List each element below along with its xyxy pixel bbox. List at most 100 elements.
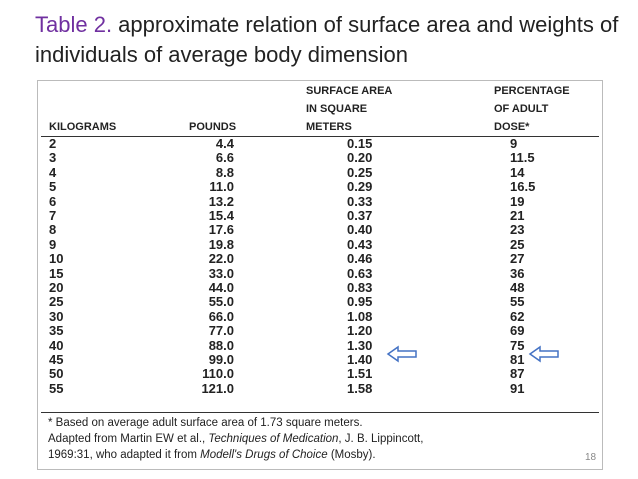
arrow bbox=[528, 345, 559, 363]
table-cell: 121.0 bbox=[201, 380, 234, 396]
table-cell: 4 bbox=[49, 164, 57, 180]
column-header: METERS bbox=[306, 121, 352, 133]
table-cell: 11.5 bbox=[510, 150, 535, 166]
footnote-text: Adapted from Martin EW et al., bbox=[48, 433, 209, 445]
table-cell: 0.83 bbox=[347, 280, 373, 295]
footnote: Adapted from Martin EW et al., Technique… bbox=[48, 433, 423, 445]
table-cell: 6.6 bbox=[215, 150, 234, 166]
table-cell: 33.0 bbox=[208, 265, 234, 281]
table-cell: 1.20 bbox=[347, 323, 373, 339]
table-cell: 69 bbox=[510, 323, 525, 339]
table-cell: 21 bbox=[510, 208, 525, 223]
table-cell: 20 bbox=[49, 280, 64, 295]
table-cell: 55.0 bbox=[208, 294, 234, 310]
table-cell: 8 bbox=[49, 222, 57, 238]
table-cell: 110.0 bbox=[202, 366, 234, 382]
footnote: * Based on average adult surface area of… bbox=[48, 417, 363, 429]
table-cell: 7 bbox=[49, 208, 57, 223]
table-cell: 3 bbox=[49, 150, 57, 166]
title-text: approximate relation of surface area and… bbox=[35, 12, 619, 67]
title: Table 2. approximate relation of surface… bbox=[35, 10, 625, 70]
table-cell: 4.4 bbox=[215, 136, 234, 151]
table-cell: 23 bbox=[510, 222, 525, 238]
table-cell: 48 bbox=[510, 280, 525, 295]
table-cell: 1.30 bbox=[347, 337, 373, 353]
table-cell: 10 bbox=[49, 251, 64, 267]
table-cell: 0.15 bbox=[347, 136, 373, 151]
table: KILOGRAMS POUNDS SURFACE AREA IN SQUARE METE… bbox=[37, 80, 603, 470]
column-header: SURFACE AREA bbox=[306, 85, 393, 97]
table-cell: 0.46 bbox=[347, 251, 373, 267]
header-rule bbox=[41, 136, 599, 137]
table-cell: 91 bbox=[510, 380, 525, 396]
table-cell: 15 bbox=[49, 265, 64, 281]
column-header: POUNDS bbox=[189, 121, 237, 133]
table-cell: 19 bbox=[510, 193, 525, 209]
table-cell: 9 bbox=[49, 236, 57, 252]
column-header: OF ADULT bbox=[494, 103, 549, 115]
table-cell: 88.0 bbox=[208, 337, 234, 353]
table-cell: 16.5 bbox=[510, 179, 536, 195]
column-header: DOSE* bbox=[494, 121, 530, 133]
table-cell: 17.6 bbox=[208, 222, 234, 238]
table-cell: 27 bbox=[510, 251, 525, 267]
table-cell: 1.51 bbox=[347, 366, 373, 382]
table-cell: 0.20 bbox=[347, 150, 373, 166]
table-cell: 11.0 bbox=[209, 179, 234, 195]
table-cell: 25 bbox=[510, 236, 525, 252]
footnote-text: Modell's Drugs of Choice bbox=[200, 449, 328, 461]
table-cell: 0.33 bbox=[347, 193, 373, 209]
table-cell: 75 bbox=[510, 337, 525, 353]
table-cell: 8.8 bbox=[215, 164, 234, 180]
column-header: PERCENTAGE bbox=[494, 85, 570, 97]
table-cell: 0.43 bbox=[347, 236, 373, 252]
footnote-text: 1969:31, who adapted it from bbox=[48, 449, 201, 461]
footnote-text: Techniques of Medication bbox=[208, 433, 339, 445]
table-cell: 13.2 bbox=[208, 193, 234, 209]
column-header: IN SQUARE bbox=[306, 103, 368, 115]
table-cell: 36 bbox=[510, 265, 525, 281]
table-cell: 1.08 bbox=[347, 308, 373, 324]
column-header: KILOGRAMS bbox=[49, 121, 117, 133]
table-cell: 19.8 bbox=[208, 236, 234, 252]
table-cell: 6 bbox=[49, 193, 57, 209]
table-cell: 25 bbox=[49, 294, 64, 310]
table-cell: 62 bbox=[510, 308, 525, 324]
table-cell: 55 bbox=[510, 294, 525, 310]
table-cell: 40 bbox=[49, 337, 64, 353]
footnote-text: , J. B. Lippincott, bbox=[338, 433, 424, 445]
footnote: 1969:31, who adapted it from Modell's Dr… bbox=[48, 449, 376, 461]
table-cell: 50 bbox=[49, 366, 64, 382]
table-cell: 15.4 bbox=[208, 208, 234, 223]
table-cell: 2 bbox=[49, 136, 57, 151]
table-label: Table 2. bbox=[35, 12, 113, 37]
table-cell: 22.0 bbox=[208, 251, 234, 267]
table-cell: 0.63 bbox=[347, 265, 373, 281]
table-cell: 66.0 bbox=[208, 308, 234, 324]
table-cell: 77.0 bbox=[208, 323, 234, 339]
footnote-text: (Mosby). bbox=[327, 449, 376, 461]
table-cell: 0.25 bbox=[347, 164, 373, 180]
table-cell: 87 bbox=[510, 366, 525, 382]
table-cell: 0.95 bbox=[347, 294, 373, 310]
table-cell: 45 bbox=[49, 352, 64, 367]
table-cell: 1.40 bbox=[347, 352, 373, 367]
table-cell: 9 bbox=[510, 136, 518, 151]
table-cell: 5 bbox=[49, 179, 57, 195]
arrow bbox=[386, 345, 417, 363]
bottom-rule bbox=[41, 412, 599, 413]
table-cell: 30 bbox=[49, 308, 64, 324]
table-cell: 1.58 bbox=[347, 380, 373, 396]
table-cell: 55 bbox=[49, 380, 64, 396]
table-cell: 14 bbox=[510, 164, 525, 180]
table-cell: 99.0 bbox=[208, 352, 234, 367]
table-cell: 0.40 bbox=[347, 222, 373, 238]
footnote-text: * Based on average adult surface area of… bbox=[48, 417, 363, 429]
table-cell: 35 bbox=[49, 323, 64, 339]
table-cell: 44.0 bbox=[208, 280, 234, 295]
table-cell: 81 bbox=[510, 352, 525, 367]
page-number: 18 bbox=[585, 452, 597, 463]
table-cell: 0.37 bbox=[347, 208, 373, 223]
